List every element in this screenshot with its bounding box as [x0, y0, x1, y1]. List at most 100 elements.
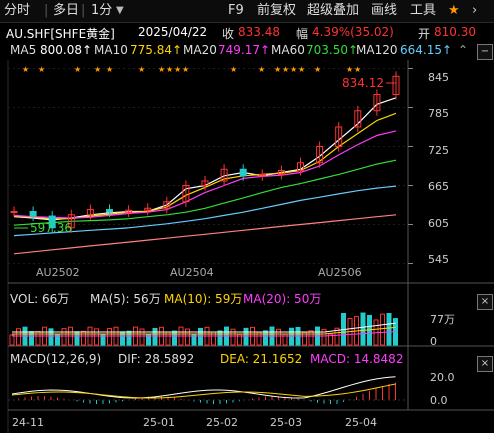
volume-bar [198, 327, 203, 346]
candle [297, 162, 304, 172]
candle [10, 211, 18, 213]
ma60-value: 703.50↑ [306, 43, 359, 57]
candle [144, 207, 152, 211]
top-toolbar: 分时 | 多日 | 1分 ▼ F9 前复权 超级叠加 画线 工具 ★ › [0, 0, 494, 23]
chevron-right-icon[interactable]: › [472, 3, 478, 18]
volume-bar [360, 312, 366, 346]
tab-period[interactable]: 1分 [91, 3, 113, 18]
star-icon: ★ [166, 65, 173, 74]
ma10-label: MA10 [94, 43, 128, 57]
toolbar-separator: | [44, 3, 49, 18]
candle [335, 126, 343, 147]
star-icon: ★ [158, 65, 165, 74]
toolbar-separator: | [81, 3, 86, 18]
volume-bar [328, 333, 333, 346]
candle [182, 185, 190, 203]
open-value: 810.30 [434, 25, 476, 39]
collapse-button[interactable]: − [477, 44, 493, 60]
volume-ma5-line [12, 322, 396, 333]
volume-axis-tick: 77万 [430, 313, 455, 326]
star-icon: ★ [22, 65, 29, 74]
settings-button[interactable]: × [477, 356, 493, 372]
volume-bar [35, 330, 41, 346]
chevron-up-icon[interactable]: ⌃ [458, 43, 469, 57]
volume-bar [16, 328, 21, 346]
candle [392, 75, 400, 96]
volume-bar [334, 327, 340, 346]
overlay-button[interactable]: 超级叠加 [307, 3, 360, 18]
adjust-button[interactable]: 前复权 [257, 3, 297, 18]
macd-dea-line [11, 383, 396, 399]
ma5-label: MA5 [10, 43, 37, 57]
ma-line-ma250 [13, 214, 397, 255]
candle [239, 168, 247, 177]
star-icon[interactable]: ★ [448, 3, 460, 18]
ma5-value: 800.08↑ [40, 43, 93, 57]
ma-line-ma5 [13, 97, 397, 221]
volume-bar [48, 328, 54, 346]
macd-axis-tick: 20.0 [430, 371, 455, 384]
star-icon: ★ [230, 65, 237, 74]
volume-bar [172, 330, 177, 346]
volume-bar [100, 334, 106, 346]
drawing-button[interactable]: 画线 [371, 3, 398, 18]
candle [125, 209, 133, 213]
ma-line-ma20 [13, 130, 397, 219]
candle [316, 146, 324, 164]
volume-bar [321, 328, 327, 346]
ma-line-ma120 [13, 185, 397, 237]
candle [373, 94, 381, 112]
tools-button[interactable]: 工具 [410, 3, 437, 18]
price-tick: 785 [428, 107, 449, 120]
symbol-name: AU.SHF[SHFE黄金] [6, 27, 115, 41]
star-icon: ★ [354, 65, 361, 74]
ma20-label: MA20 [183, 43, 217, 57]
contract-label: AU2506 [318, 266, 362, 279]
chevron-down-icon[interactable]: ▼ [116, 5, 124, 16]
star-icon: ★ [274, 65, 281, 74]
macd-value: MACD: 14.8482 [310, 352, 404, 366]
volume-axis-tick: 0 [430, 335, 437, 348]
volume-title: VOL: 66万 [10, 292, 70, 306]
candle [354, 110, 362, 128]
star-icon: ★ [38, 65, 45, 74]
star-icon: ★ [174, 65, 181, 74]
ma60-label: MA60 [271, 43, 305, 57]
settings-button[interactable]: × [477, 294, 493, 310]
contract-label: AU2504 [170, 266, 214, 279]
high-annotation: 834.12 [342, 76, 384, 90]
star-icon: ★ [74, 65, 81, 74]
candle [106, 209, 113, 213]
volume-bar [126, 330, 132, 346]
date-tick: 25-04 [345, 416, 377, 429]
close-label: 收 [222, 27, 235, 41]
price-tick: 725 [428, 144, 449, 157]
price-tick: 845 [428, 71, 449, 84]
macd-axis-tick: 0.0 [430, 394, 448, 407]
volume-bar [9, 334, 15, 346]
volume-bar [152, 327, 158, 346]
volume-bar [217, 330, 223, 346]
volume-bar [289, 327, 294, 346]
volume-bar [94, 328, 99, 346]
candle [258, 173, 266, 177]
tab-intraday[interactable]: 分时 [4, 3, 31, 18]
volume-legend: VOL: 66万 MA(5): 56万 MA(10): 59万 MA(20): … [0, 290, 494, 306]
price-tick: 545 [428, 253, 449, 266]
candle [29, 211, 37, 217]
close-value: 833.48 [238, 25, 280, 39]
ma-legend: MA5 800.08↑ MA10 775.84↑ MA20 749.17↑ MA… [0, 42, 494, 60]
star-icon: ★ [290, 65, 297, 74]
candle [201, 180, 209, 186]
volume-bar [230, 328, 236, 346]
volume-ma20-line [12, 331, 396, 337]
f9-button[interactable]: F9 [228, 3, 244, 18]
star-icon: ★ [346, 65, 353, 74]
ma120-label: MA120 [356, 43, 398, 57]
candle [277, 170, 285, 175]
candle [86, 209, 94, 216]
volume-ma5: MA(5): 56万 [90, 292, 161, 306]
tab-multiday[interactable]: 多日 [53, 3, 80, 18]
macd-dif: DIF: 28.5892 [118, 352, 195, 366]
